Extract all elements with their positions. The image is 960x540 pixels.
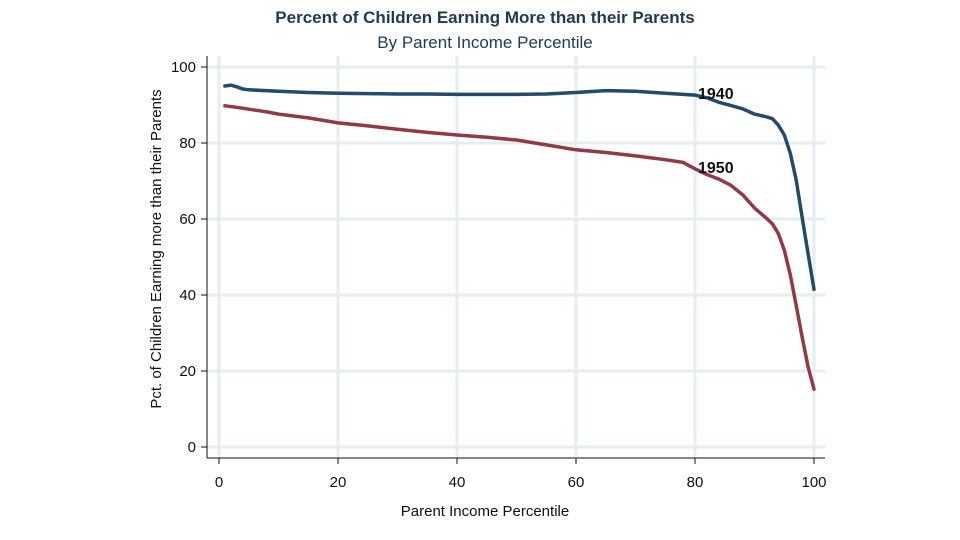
x-tick-label: 0 xyxy=(215,474,223,491)
y-tick-label: 80 xyxy=(179,135,196,152)
x-tick-label: 80 xyxy=(687,474,704,491)
x-tick-label: 60 xyxy=(568,474,585,491)
x-tick-label: 40 xyxy=(449,474,466,491)
series-label-1950: 1950 xyxy=(698,160,734,177)
axes xyxy=(206,56,825,459)
x-axis-title: Parent Income Percentile xyxy=(401,503,569,520)
x-axis-ticks: 0 20 40 60 80 100 xyxy=(215,458,827,491)
y-axis-title: Pct. of Children Earning more than their… xyxy=(148,89,165,408)
y-tick-label: 20 xyxy=(179,363,196,380)
series-line-1950 xyxy=(223,104,816,391)
series-label-1940: 1940 xyxy=(698,86,734,103)
y-tick-label: 100 xyxy=(171,59,196,76)
y-tick-label: 40 xyxy=(179,287,196,304)
x-tick-label: 20 xyxy=(330,474,347,491)
chart-subtitle: By Parent Income Percentile xyxy=(377,33,593,52)
series-line-1940 xyxy=(223,83,816,292)
chart-title: Percent of Children Earning More than th… xyxy=(275,8,695,27)
y-tick-label: 60 xyxy=(179,211,196,228)
series-lines xyxy=(223,83,816,391)
y-axis-ticks: 0 20 40 60 80 100 xyxy=(171,59,207,456)
y-tick-label: 0 xyxy=(188,439,196,456)
x-tick-label: 100 xyxy=(801,474,826,491)
series-labels: 1940 1950 xyxy=(698,86,734,177)
